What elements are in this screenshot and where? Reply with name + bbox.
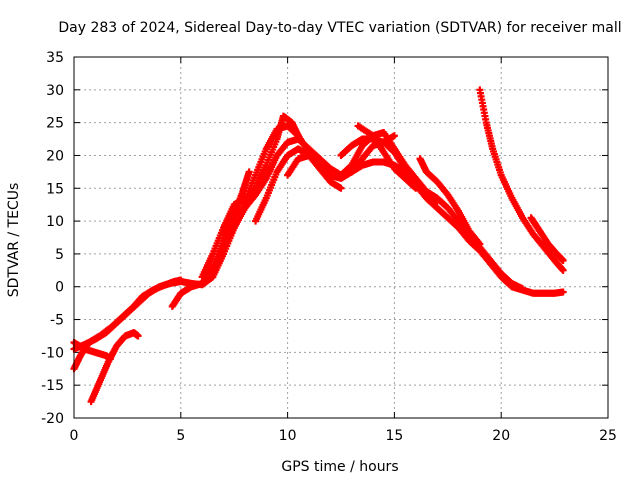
sdtvar-chart: Day 283 of 2024, Sidereal Day-to-day VTE… (0, 0, 640, 480)
y-tick-label: -20 (41, 411, 64, 427)
x-tick-label: 25 (599, 428, 617, 444)
y-tick-label: 0 (55, 280, 64, 296)
x-tick-label: 10 (279, 428, 297, 444)
x-tick-label: 5 (176, 428, 185, 444)
chart-title: Day 283 of 2024, Sidereal Day-to-day VTE… (58, 20, 621, 36)
y-tick-label: 30 (46, 83, 64, 99)
y-tick-label: 5 (55, 247, 64, 263)
y-tick-label: 35 (46, 50, 64, 66)
y-tick-label: 20 (46, 148, 64, 164)
y-tick-label: 15 (46, 181, 64, 197)
x-tick-label: 0 (70, 428, 79, 444)
y-tick-label: -5 (50, 313, 64, 329)
y-tick-label: 10 (46, 214, 64, 230)
x-tick-label: 15 (385, 428, 403, 444)
y-tick-label: 25 (46, 116, 64, 132)
x-tick-label: 20 (492, 428, 510, 444)
y-tick-label: -15 (41, 378, 64, 394)
y-axis-label: SDTVAR / TECUs (6, 183, 22, 298)
x-axis-label: GPS time / hours (281, 459, 398, 475)
y-tick-label: -10 (41, 345, 64, 361)
